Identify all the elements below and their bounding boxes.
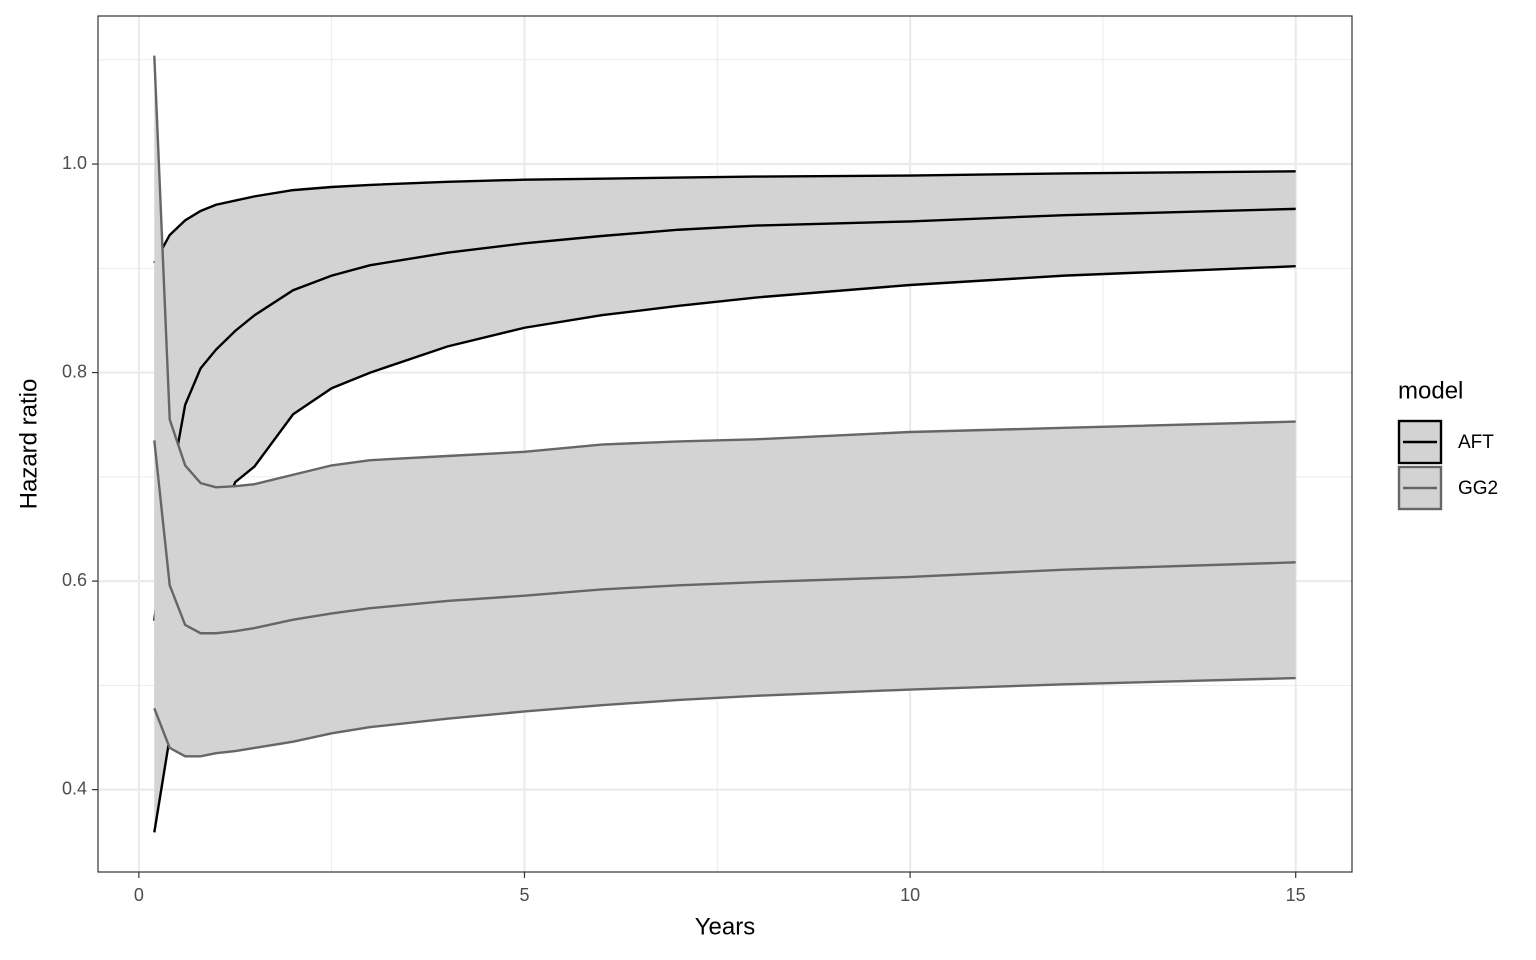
- legend-label: AFT: [1458, 432, 1494, 453]
- x-tick-label: 15: [1286, 885, 1306, 905]
- y-tick-label: 0.4: [62, 778, 87, 798]
- plot-data: [153, 55, 1296, 833]
- x-tick-label: 0: [134, 885, 144, 905]
- upper-line: [153, 170, 1296, 264]
- legend: AFT GG2: [1397, 419, 1498, 511]
- estimate-line: [153, 207, 1296, 621]
- legend-label: GG2: [1458, 478, 1498, 499]
- legend-title: model: [1398, 377, 1463, 404]
- x-tick-label: 5: [519, 885, 529, 905]
- y-axis-title: Hazard ratio: [15, 379, 42, 510]
- y-tick-label: 0.8: [62, 361, 87, 381]
- confidence-band: [154, 55, 1296, 757]
- x-axis-title: Years: [695, 913, 756, 940]
- y-tick-label: 1.0: [62, 153, 87, 173]
- estimate-line: [153, 440, 1296, 635]
- x-tick-label: 10: [900, 885, 920, 905]
- lower-line: [153, 676, 1296, 758]
- upper-line: [153, 55, 1296, 489]
- y-tick-label: 0.6: [62, 570, 87, 590]
- confidence-band: [154, 171, 1296, 833]
- panel-border: [97, 15, 1353, 873]
- axes: 0 5 10 15 0.4 0.6 0.8 1.0: [62, 153, 1306, 905]
